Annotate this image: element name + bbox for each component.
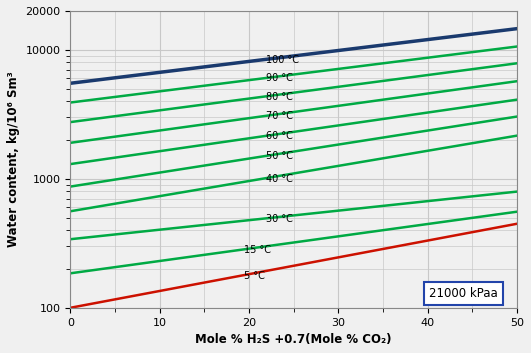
Text: 80 °C: 80 °C [266,92,293,102]
Text: 21000 kPaa: 21000 kPaa [429,287,498,300]
Y-axis label: Water content, kg/10⁶ Sm³: Water content, kg/10⁶ Sm³ [7,72,20,247]
Text: 30 °C: 30 °C [266,214,293,224]
Text: 60 °C: 60 °C [266,131,293,141]
Text: 100 °C: 100 °C [266,55,299,65]
Text: 40 °C: 40 °C [266,174,293,184]
Text: 15 °C: 15 °C [244,245,271,255]
Text: 5 °C: 5 °C [244,271,264,281]
Text: 50 °C: 50 °C [266,151,293,161]
X-axis label: Mole % H₂S +0.7(Mole % CO₂): Mole % H₂S +0.7(Mole % CO₂) [195,333,392,346]
Text: 70 °C: 70 °C [266,111,293,121]
Text: 90 °C: 90 °C [266,73,293,83]
